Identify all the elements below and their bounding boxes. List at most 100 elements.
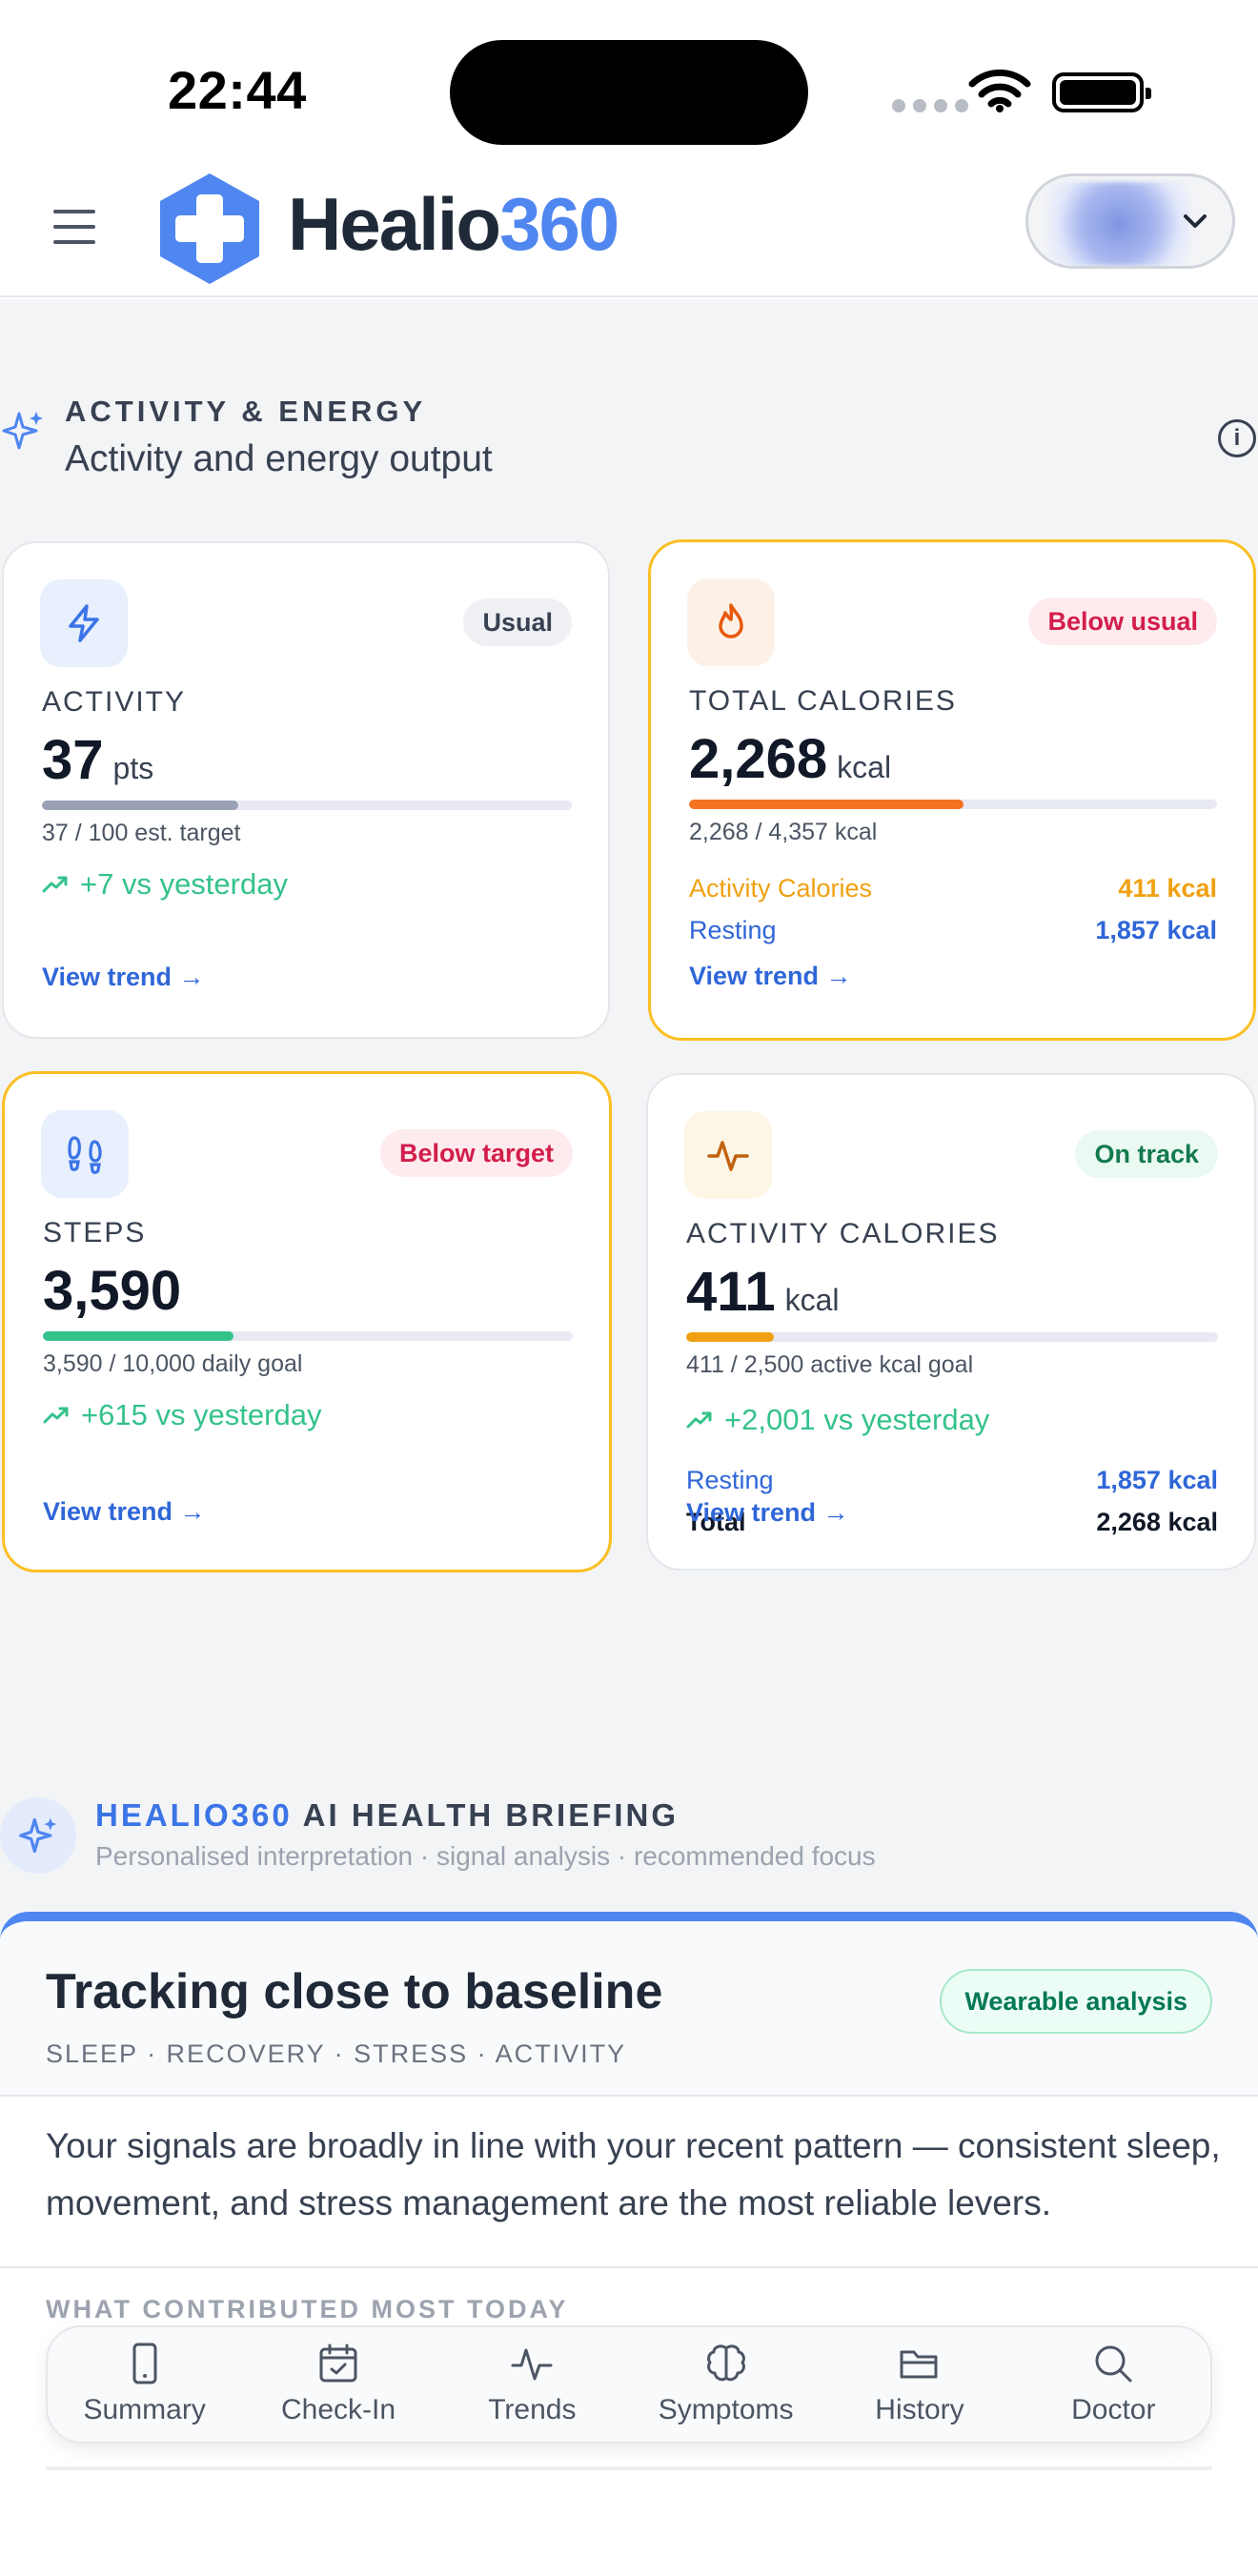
healio-logo-icon: [160, 173, 259, 284]
breakdown-label: Resting: [689, 916, 777, 944]
menu-button[interactable]: [51, 206, 97, 248]
nav-label: Summary: [83, 2394, 206, 2425]
metric-value: 2,268 kcal: [689, 727, 891, 791]
pulse-icon: [707, 1141, 749, 1171]
phone-icon: [132, 2343, 157, 2384]
divider: [0, 2266, 1258, 2268]
breakdown-value: 411 kcal: [1118, 874, 1217, 903]
search-icon: [1095, 2345, 1132, 2383]
steps-icon-box: [41, 1110, 129, 1198]
view-trend-link[interactable]: View trend →: [42, 963, 205, 991]
steps-card[interactable]: Below target STEPS 3,590 3,590 / 10,000 …: [2, 1071, 612, 1572]
chevron-down-icon: [1184, 214, 1207, 228]
nav-check-in[interactable]: Check-In: [241, 2327, 435, 2442]
briefing-section-header: HEALIO360 AI HEALTH BRIEFING Personalise…: [0, 1797, 1258, 1902]
progress-caption: 2,268 / 4,357 kcal: [689, 819, 878, 845]
metric-label: ACTIVITY: [42, 686, 187, 718]
wearable-analysis-badge: Wearable analysis: [940, 1969, 1212, 2034]
nav-label: Trends: [488, 2394, 577, 2425]
nav-history[interactable]: History: [822, 2327, 1016, 2442]
metric-label: ACTIVITY CALORIES: [686, 1218, 1000, 1249]
calories-icon-box: [687, 578, 775, 666]
view-trend-link[interactable]: View trend →: [686, 1498, 849, 1527]
breakdown-value: 2,268 kcal: [1096, 1508, 1218, 1536]
metric-label: TOTAL CALORIES: [689, 685, 957, 717]
info-icon[interactable]: i: [1218, 419, 1256, 457]
delta-text: +2,001 vs yesterday: [724, 1403, 990, 1436]
progress-fill: [689, 800, 964, 809]
status-badge: Below target: [379, 1129, 573, 1177]
contributors-heading: WHAT CONTRIBUTED MOST TODAY: [46, 2295, 569, 2323]
metric-number: 3,590: [43, 1260, 182, 1322]
briefing-tags: SLEEP · RECOVERY · STRESS · ACTIVITY: [46, 2039, 627, 2068]
brain-icon: [706, 2344, 745, 2382]
breakdown-row-resting: Resting 1,857 kcal: [689, 916, 1217, 945]
view-trend-link[interactable]: View trend →: [43, 1497, 206, 1526]
calendar-check-icon: [319, 2343, 357, 2383]
bottom-nav: Summary Check-In Trends Symptoms History…: [46, 2325, 1212, 2444]
nav-doctor[interactable]: Doctor: [1017, 2327, 1210, 2442]
metric-unit: kcal: [784, 1283, 840, 1317]
breakdown-row-resting: Resting 1,857 kcal: [686, 1466, 1218, 1495]
activity-section-header: ACTIVITY & ENERGY Activity and energy ou…: [0, 395, 1258, 499]
section-subtitle: Activity and energy output: [65, 438, 493, 479]
briefing-brand: HEALIO360: [95, 1797, 293, 1833]
delta-change: +615 vs yesterday: [43, 1398, 321, 1432]
sparkle-icon: [2, 412, 43, 450]
lightning-icon: [69, 604, 99, 642]
metric-number: 411: [686, 1261, 776, 1323]
trending-up-icon: [686, 1411, 712, 1429]
avatar: [1047, 182, 1190, 266]
status-badge: On track: [1075, 1130, 1218, 1178]
status-bar: 22:44: [0, 0, 1258, 162]
breakdown-label: Total: [686, 1508, 746, 1536]
metric-value: 37 pts: [42, 728, 153, 792]
metric-value: 411 kcal: [686, 1260, 839, 1324]
brand-name[interactable]: Healio360: [288, 181, 619, 268]
brand-name-part2: 360: [499, 182, 619, 266]
nav-summary[interactable]: Summary: [48, 2327, 241, 2442]
delta-text: +615 vs yesterday: [81, 1398, 322, 1431]
wifi-icon: [968, 69, 1031, 112]
trending-up-icon: [42, 876, 68, 893]
dynamic-island: [450, 40, 808, 145]
delta-change: +7 vs yesterday: [42, 867, 288, 902]
progress-fill: [42, 801, 238, 810]
nav-trends[interactable]: Trends: [436, 2327, 629, 2442]
profile-menu-button[interactable]: [1025, 173, 1235, 269]
breakdown-value: 1,857 kcal: [1095, 916, 1217, 944]
activity-calories-card[interactable]: On track ACTIVITY CALORIES 411 kcal 411 /…: [646, 1073, 1256, 1571]
briefing-title: Tracking close to baseline: [46, 1964, 663, 2019]
nav-label: Check-In: [280, 2394, 396, 2425]
progress-caption: 411 / 2,500 active kcal goal: [686, 1351, 974, 1378]
status-badge: Usual: [463, 598, 572, 646]
metric-number: 2,268: [689, 728, 828, 790]
view-trend-link[interactable]: View trend →: [689, 962, 852, 990]
briefing-kicker-text: AI HEALTH BRIEFING: [292, 1797, 680, 1833]
app-header: Healio360: [0, 162, 1258, 297]
metric-unit: pts: [112, 751, 154, 785]
briefing-body: Your signals are broadly in line with yo…: [46, 2126, 1221, 2222]
delta-change: +2,001 vs yesterday: [686, 1403, 989, 1437]
briefing-kicker: HEALIO360 AI HEALTH BRIEFING: [95, 1797, 679, 1834]
briefing-card-header: Tracking close to baseline SLEEP · RECOV…: [0, 1921, 1258, 2097]
nav-label: Symptoms: [658, 2394, 794, 2425]
briefing-subtitle: Personalised interpretation · signal ana…: [95, 1841, 876, 1871]
nav-symptoms[interactable]: Symptoms: [629, 2327, 822, 2442]
status-time: 22:44: [168, 60, 307, 120]
folder-icon: [900, 2350, 938, 2379]
progress-caption: 37 / 100 est. target: [42, 820, 241, 846]
activity-calories-icon-box: [684, 1111, 772, 1199]
metric-label: STEPS: [43, 1217, 147, 1248]
main-content: ACTIVITY & ENERGY Activity and energy ou…: [0, 299, 1258, 2470]
total-calories-card[interactable]: Below usual TOTAL CALORIES 2,268 kcal 2,2…: [648, 539, 1256, 1041]
metric-unit: kcal: [837, 750, 892, 784]
breakdown-row-activity: Activity Calories 411 kcal: [689, 874, 1217, 903]
progress-bar: [686, 1332, 1218, 1342]
footprints-icon: [68, 1136, 102, 1174]
metric-value: 3,590: [43, 1259, 181, 1323]
progress-fill: [43, 1331, 233, 1341]
metric-number: 37: [42, 729, 104, 791]
nav-label: Doctor: [1071, 2394, 1156, 2425]
activity-card[interactable]: Usual ACTIVITY 37 pts 37 / 100 est. targe…: [2, 541, 610, 1039]
